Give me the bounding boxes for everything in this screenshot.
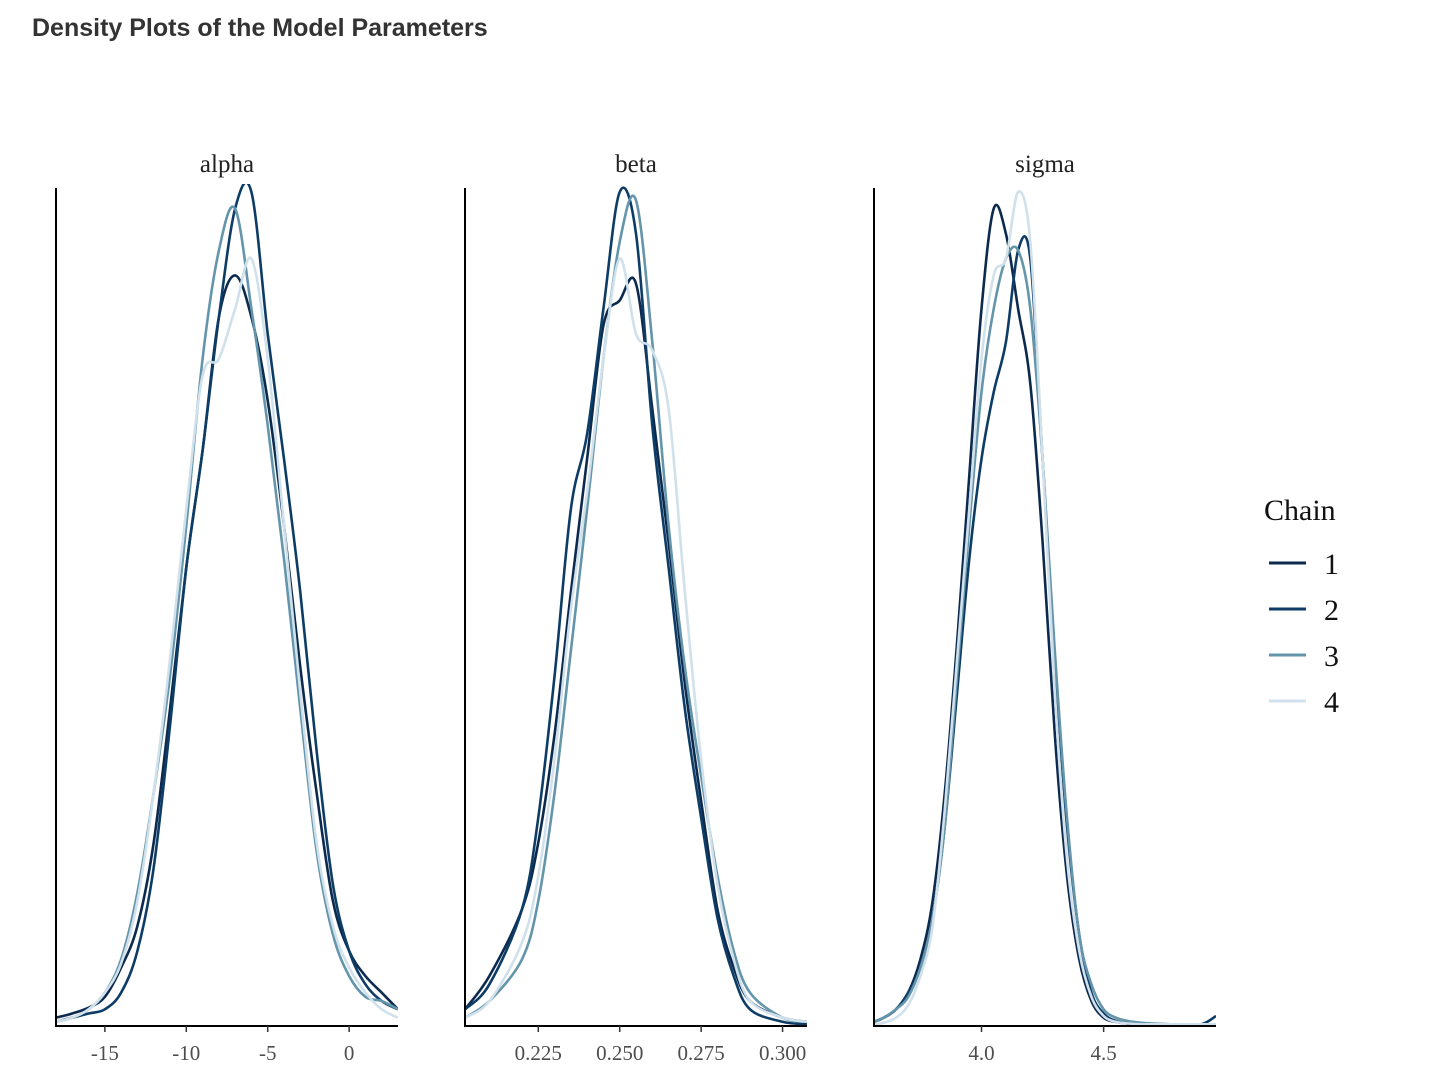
x-tick-label: 0 xyxy=(344,1041,355,1065)
legend-label: 1 xyxy=(1324,548,1339,581)
density-line-chain-3 xyxy=(874,245,1216,1026)
density-curves xyxy=(874,190,1216,1026)
legend-item-chain-2: 2 xyxy=(1269,594,1339,627)
x-tick-label: -5 xyxy=(259,1041,277,1065)
x-tick-label: -15 xyxy=(91,1041,119,1065)
legend-label: 3 xyxy=(1324,640,1339,673)
facet-panel-beta: beta 0.225 0.250 0.275 0.300 xyxy=(464,151,807,1065)
density-line-chain-4 xyxy=(56,256,398,1024)
x-tick-label: 0.225 xyxy=(515,1041,562,1065)
density-line-chain-4 xyxy=(874,190,1216,1026)
density-line-chain-2 xyxy=(465,186,807,1026)
density-line-chain-1 xyxy=(874,203,1216,1026)
density-line-chain-3 xyxy=(56,205,398,1024)
x-tick-label: 4.0 xyxy=(968,1041,994,1065)
page-title: Density Plots of the Model Parameters xyxy=(32,14,488,42)
x-tick-label: 0.250 xyxy=(596,1041,643,1065)
legend-label: 4 xyxy=(1324,686,1339,719)
density-line-chain-2 xyxy=(56,184,398,1024)
legend: Chain 1 2 3 4 xyxy=(1264,494,1339,719)
x-tick-label: 0.300 xyxy=(759,1041,806,1065)
density-line-chain-4 xyxy=(465,257,807,1024)
facet-panel-alpha: alpha -15 -10 -5 0 xyxy=(55,151,398,1065)
density-line-chain-2 xyxy=(874,235,1216,1026)
density-line-chain-1 xyxy=(465,276,807,1024)
density-curves xyxy=(56,184,398,1024)
x-tick-label: 0.275 xyxy=(678,1041,725,1065)
legend-item-chain-4: 4 xyxy=(1269,686,1339,719)
density-line-chain-1 xyxy=(56,274,398,1019)
density-line-chain-3 xyxy=(465,194,807,1024)
legend-label: 2 xyxy=(1324,594,1339,627)
facet-label-alpha: alpha xyxy=(200,151,254,178)
legend-item-chain-1: 1 xyxy=(1269,548,1339,581)
x-tick-label: -10 xyxy=(172,1041,200,1065)
legend-title: Chain xyxy=(1264,494,1336,527)
facet-label-sigma: sigma xyxy=(1015,151,1075,178)
facet-label-beta: beta xyxy=(615,151,657,178)
facet-panel-sigma: sigma 4.0 4.5 xyxy=(873,151,1216,1065)
density-curves xyxy=(465,186,807,1026)
facet-panels: alpha -15 -10 -5 0 beta 0.225 0.250 0.275 0.300 si… xyxy=(55,151,1216,1065)
legend-item-chain-3: 3 xyxy=(1269,640,1339,673)
x-tick-label: 4.5 xyxy=(1091,1041,1117,1065)
